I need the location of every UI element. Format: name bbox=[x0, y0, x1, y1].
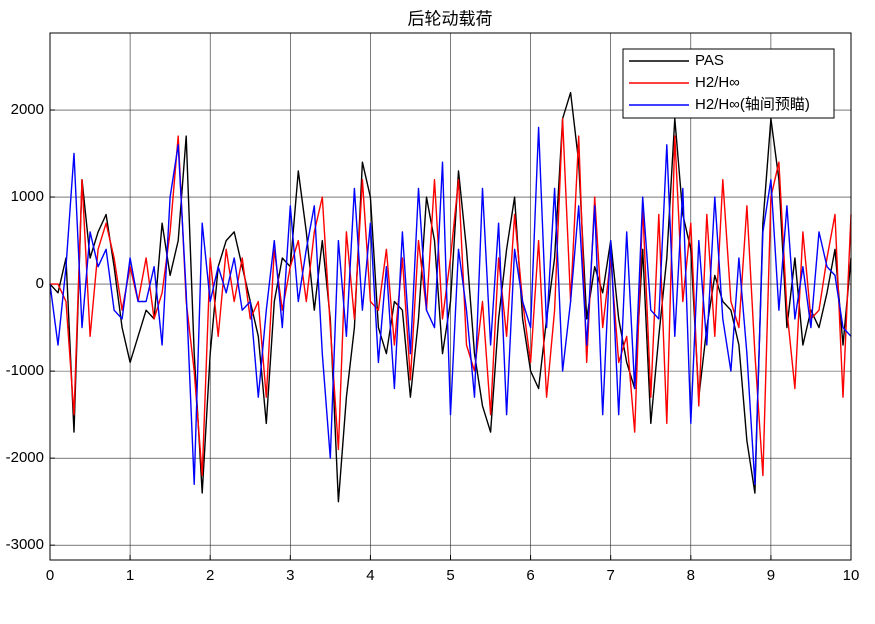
y-tick-label: 1000 bbox=[11, 188, 44, 205]
legend-label: H2/H∞ bbox=[695, 74, 740, 91]
x-tick-label: 0 bbox=[46, 567, 54, 584]
chart-title: 后轮动载荷 bbox=[408, 9, 493, 28]
y-tick-label: 0 bbox=[36, 275, 44, 292]
x-tick-label: 2 bbox=[206, 567, 214, 584]
plot-frame bbox=[49, 32, 852, 561]
x-tick-label: 10 bbox=[843, 567, 860, 584]
y-tick-label: -2000 bbox=[6, 449, 44, 466]
x-tick-label: 4 bbox=[366, 567, 374, 584]
x-tick-label: 3 bbox=[286, 567, 294, 584]
x-tick-label: 8 bbox=[687, 567, 695, 584]
x-tick-label: 5 bbox=[446, 567, 454, 584]
y-tick-label: -3000 bbox=[6, 536, 44, 553]
series-line bbox=[49, 126, 852, 485]
y-tick-label: 2000 bbox=[11, 101, 44, 118]
legend-label: PAS bbox=[695, 52, 724, 69]
legend-label: H2/H∞(轴间预瞄) bbox=[695, 96, 810, 113]
x-tick-label: 6 bbox=[526, 567, 534, 584]
y-tick-label: -1000 bbox=[6, 362, 44, 379]
x-tick-label: 1 bbox=[126, 567, 134, 584]
x-tick-label: 9 bbox=[767, 567, 775, 584]
x-tick-label: 7 bbox=[607, 567, 615, 584]
